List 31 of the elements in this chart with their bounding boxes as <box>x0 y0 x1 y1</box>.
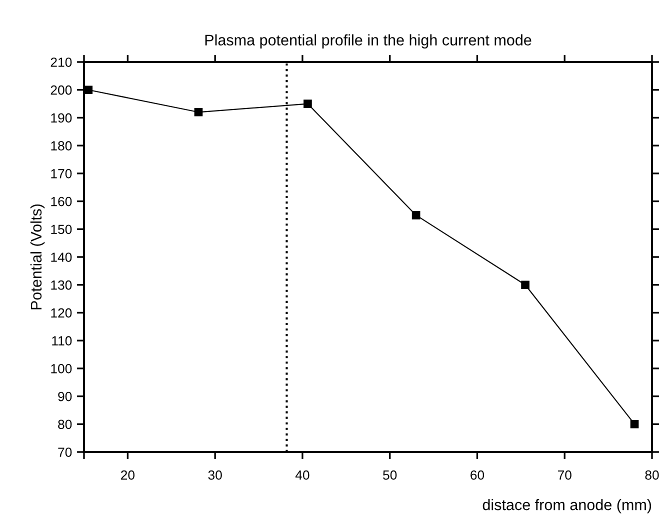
y-tick-label: 210 <box>50 58 72 67</box>
point <box>521 280 530 290</box>
y-tick-label: 100 <box>51 364 72 374</box>
y-tick-label: 130 <box>51 280 72 290</box>
point <box>304 100 312 108</box>
x-axis-title: distace from anode (mm) <box>482 499 652 514</box>
y-tick-label: 190 <box>51 113 72 123</box>
x-tick-label: 60 <box>470 470 484 480</box>
x-tick-label: 40 <box>295 470 310 480</box>
y-tick-label: 120 <box>51 308 72 318</box>
y-tick-label: 160 <box>51 196 72 206</box>
x-tick-label: 80 <box>645 470 659 480</box>
y-tick-label: 110 <box>52 336 72 346</box>
y-tick-label: 170 <box>51 168 72 178</box>
y-axis-title: Potential (Volts) <box>30 204 45 310</box>
y-tick-label: 80 <box>58 420 72 430</box>
point <box>84 86 93 94</box>
y-tick-label: 70 <box>58 448 72 457</box>
x-tick-label: 20 <box>121 470 135 480</box>
point <box>412 211 420 220</box>
y-tick-label: 180 <box>51 141 72 150</box>
y-tick-label: 150 <box>51 224 72 234</box>
x-tick-label: 50 <box>383 470 397 480</box>
y-tick-label: 90 <box>58 392 72 402</box>
y-tick-label: 200 <box>50 85 72 95</box>
chart-title: Plasma potential profile in the high current mode <box>205 34 532 49</box>
x-tick-label: 70 <box>558 470 572 480</box>
y-tick-label: 140 <box>51 252 72 262</box>
point <box>630 420 639 428</box>
point <box>194 108 203 116</box>
x-tick-label: 30 <box>208 470 222 480</box>
